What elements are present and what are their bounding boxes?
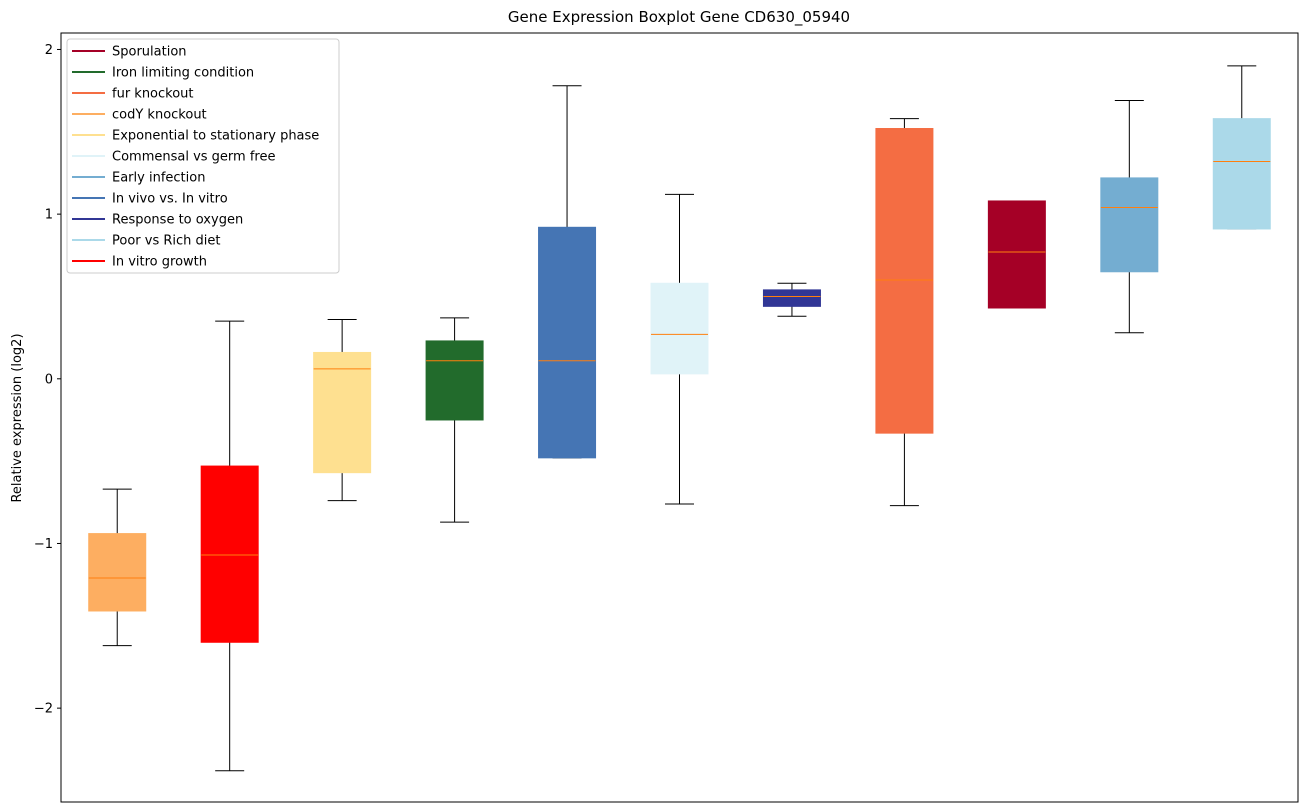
legend-label: Early infection bbox=[112, 171, 205, 186]
box-group bbox=[313, 319, 372, 502]
legend-label: codY knockout bbox=[112, 108, 207, 123]
box-iqr bbox=[875, 128, 934, 434]
box-iqr bbox=[200, 465, 259, 643]
box-iqr bbox=[425, 340, 484, 421]
legend-label: fur knockout bbox=[112, 87, 194, 102]
legend-label: In vitro growth bbox=[112, 255, 207, 270]
box-iqr bbox=[538, 226, 597, 459]
box-iqr bbox=[762, 289, 821, 307]
legend-label: In vivo vs. In vitro bbox=[112, 192, 228, 207]
box-iqr bbox=[1212, 118, 1271, 230]
box-iqr bbox=[650, 282, 709, 375]
y-axis-label: Relative expression (log2) bbox=[10, 333, 25, 502]
box-iqr bbox=[987, 200, 1046, 309]
box-group bbox=[762, 282, 821, 317]
legend-label: Sporulation bbox=[112, 45, 187, 60]
box-group bbox=[875, 118, 934, 507]
box-iqr bbox=[313, 351, 372, 474]
legend-label: Poor vs Rich diet bbox=[112, 234, 220, 249]
box-group bbox=[650, 193, 709, 505]
y-tick-label: 0 bbox=[45, 372, 53, 387]
legend-label: Exponential to stationary phase bbox=[112, 129, 319, 144]
box-iqr bbox=[1100, 177, 1159, 273]
legend-label: Commensal vs germ free bbox=[112, 150, 275, 165]
y-axis: −2 −1 0 1 2 bbox=[34, 43, 61, 717]
legend-label: Response to oxygen bbox=[112, 213, 243, 228]
box-group bbox=[88, 488, 147, 647]
y-tick-label: −2 bbox=[34, 702, 53, 717]
box-group bbox=[425, 317, 484, 523]
plot-area-frame bbox=[60, 32, 1299, 803]
box-group bbox=[200, 320, 259, 772]
legend-frame bbox=[66, 38, 340, 274]
y-tick-label: 2 bbox=[45, 43, 53, 58]
box-group bbox=[538, 85, 597, 459]
boxes-layer bbox=[88, 65, 1271, 772]
box-group bbox=[987, 200, 1046, 309]
legend: Sporulation Iron limiting condition fur kn… bbox=[66, 38, 340, 274]
box-group bbox=[1212, 65, 1271, 230]
box-group bbox=[1100, 100, 1159, 334]
chart-title: Gene Expression Boxplot Gene CD630_05940 bbox=[508, 8, 850, 27]
y-tick-label: 1 bbox=[45, 208, 53, 223]
box-iqr bbox=[88, 533, 147, 612]
legend-label: Iron limiting condition bbox=[112, 66, 254, 81]
y-tick-label: −1 bbox=[34, 537, 53, 552]
